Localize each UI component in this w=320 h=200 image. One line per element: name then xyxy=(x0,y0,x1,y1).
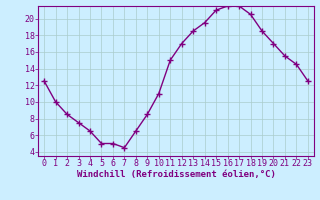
X-axis label: Windchill (Refroidissement éolien,°C): Windchill (Refroidissement éolien,°C) xyxy=(76,170,276,179)
